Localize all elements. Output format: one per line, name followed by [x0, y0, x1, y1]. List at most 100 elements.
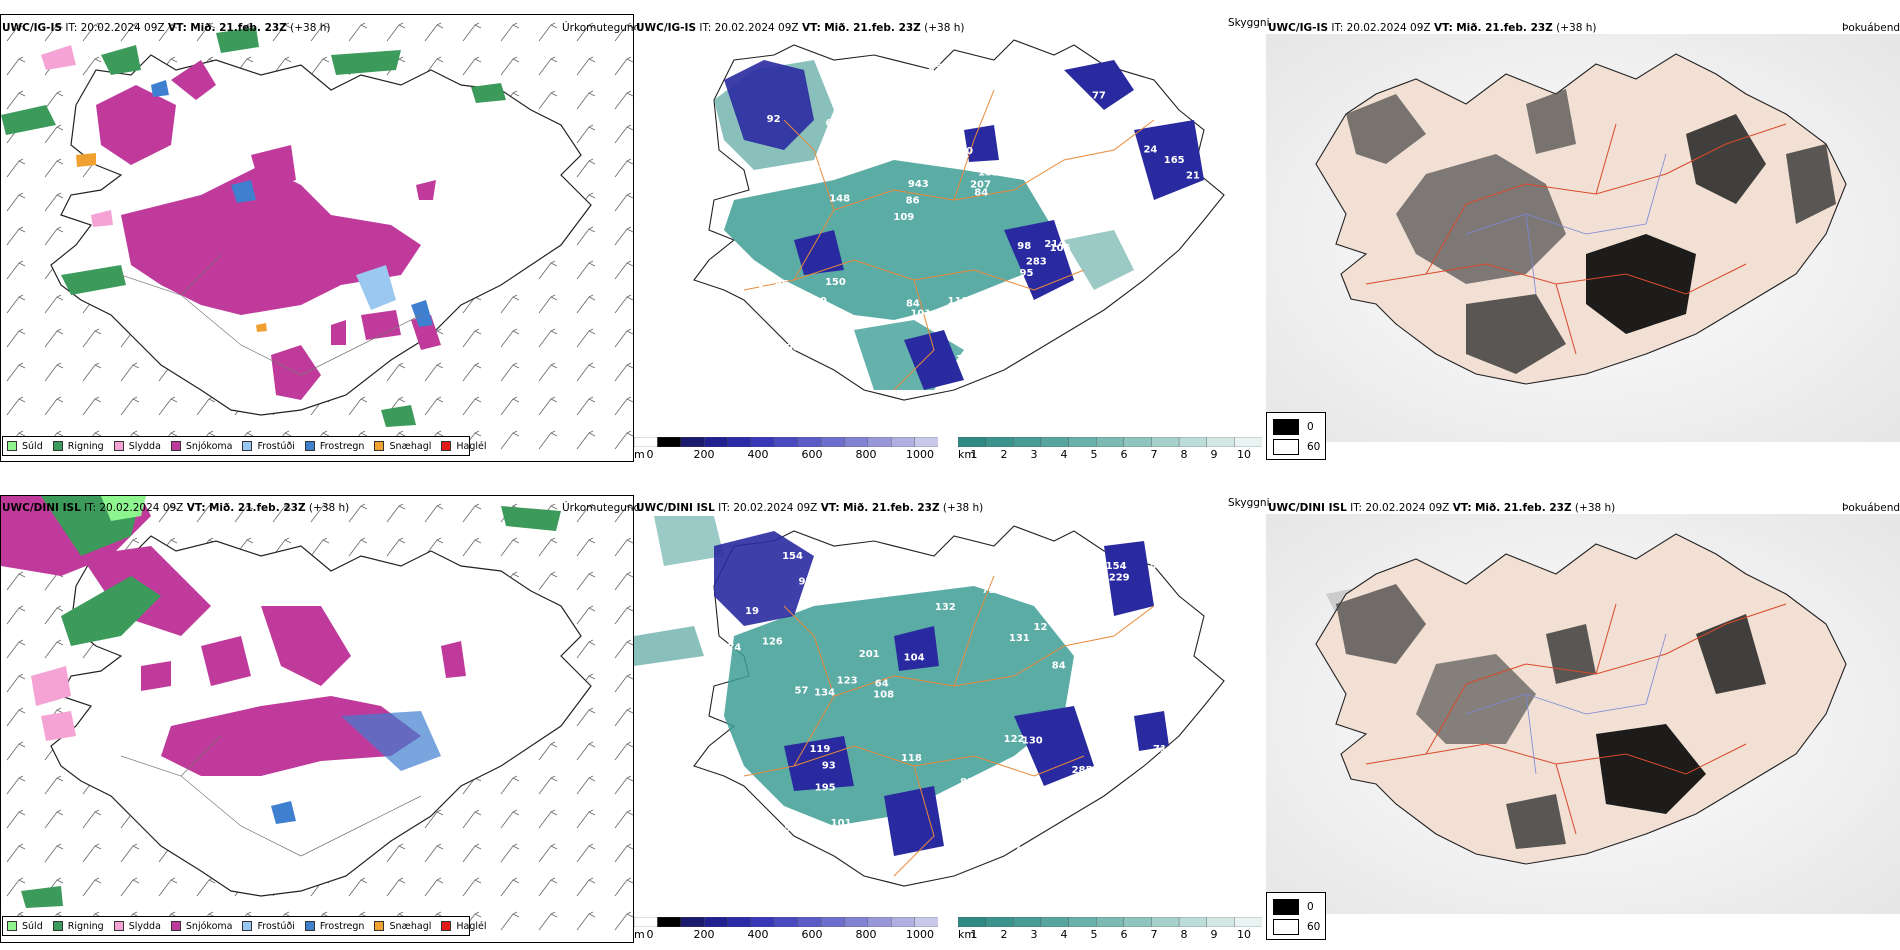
visibility-value-label: 96 — [1175, 93, 1189, 104]
valid-label: VT: — [801, 22, 821, 34]
snow-area — [201, 636, 251, 686]
colorbar-segment — [1123, 917, 1153, 927]
colorbar-tick-label: 8 — [1180, 448, 1188, 461]
visibility-value-label: 74 — [727, 642, 741, 653]
colorbar-tick-label: 9 — [1210, 928, 1218, 941]
legend-swatch — [374, 441, 385, 451]
precip-type-panel-top — [0, 14, 634, 462]
precip-legend-item: Súld — [7, 921, 43, 932]
road-lines — [120, 735, 422, 857]
snow-area — [416, 180, 436, 200]
colorbar-unit: km — [958, 448, 976, 461]
colorbar-unit: km — [958, 928, 976, 941]
visibility-value-label: 119 — [809, 744, 830, 755]
valid-time: Mið. 21.feb. 23Z — [1456, 22, 1553, 34]
visibility-value-label: 71 — [1153, 744, 1167, 755]
visibility-value-label: 147 — [800, 165, 821, 176]
init-time: IT: 20.02.2024 09Z — [1331, 22, 1431, 34]
precip-legend-item: Frostúði — [242, 440, 295, 452]
colorbar-segment — [680, 437, 705, 447]
drizzle-area — [101, 496, 146, 521]
fog-index-title: Þokuábendi — [1842, 22, 1900, 34]
legend-label: Frostúði — [257, 920, 295, 932]
valid-label: VT: — [1433, 22, 1453, 34]
freezing-rain-area — [151, 80, 169, 97]
legend-label: Snjókoma — [185, 920, 233, 932]
snow-area — [331, 320, 346, 345]
valid-label: VT: — [1452, 502, 1472, 514]
visibility-value-label: 86 — [906, 196, 920, 207]
visibility-value-label: 12 — [1034, 622, 1048, 633]
legend-swatch — [170, 921, 181, 931]
legend-label: Rigning — [67, 440, 104, 452]
lead-time: (+38 h) — [924, 22, 965, 34]
precip-legend-item: Snjókoma — [170, 441, 232, 452]
model-name: UWC/DINI ISL — [1268, 502, 1347, 514]
visibility-value-label: 108 — [779, 343, 800, 354]
visibility-value-label: 64 — [875, 679, 889, 690]
fog-legend-label: 60 — [1307, 441, 1321, 453]
fog-index-panel-top — [1266, 34, 1900, 442]
visibility-value-label: 94 — [741, 325, 755, 336]
valid-time: Mið. 21.feb. 23Z — [208, 502, 306, 514]
visibility-value-label: 123 — [837, 675, 858, 686]
visibility-value-label: 154 — [782, 551, 803, 562]
colorbar-segment — [703, 437, 729, 447]
visibility-value-label: 103 — [1140, 104, 1161, 115]
visibility-value-label: 122 — [738, 353, 759, 364]
sleet-area — [41, 711, 76, 741]
colorbar-tick-label: 2 — [1000, 448, 1008, 461]
visibility-value-label: 159 — [844, 830, 865, 841]
visibility-value-label: 214 — [1044, 239, 1065, 250]
valid-time: Mið. 21.feb. 23Z — [842, 502, 940, 514]
visibility-value-label: 148 — [829, 194, 850, 205]
visibility-value-label: 92 — [767, 114, 781, 125]
precip-legend-item: Snæhagl — [374, 441, 431, 452]
rain-area — [101, 45, 141, 75]
snow-area — [441, 641, 466, 678]
rain-area — [471, 83, 506, 103]
visibility-value-label: 270 — [1042, 87, 1063, 98]
colorbar-segment — [657, 437, 682, 447]
visibility-value-label: 94 — [872, 566, 886, 577]
visibility-value-label: 84 — [974, 188, 988, 199]
colorbar-segment — [657, 917, 682, 927]
colorbar-segment — [985, 917, 1014, 927]
low-visibility-km-area — [634, 626, 704, 666]
low-visibility-m-area — [714, 531, 814, 626]
legend-swatch — [113, 441, 124, 451]
legend-label: Frostúði — [257, 440, 295, 452]
colorbar-segment — [1234, 437, 1262, 447]
low-visibility-km-area — [654, 516, 724, 566]
precip-type-legend: Súld Rigning Slydda Snjókoma Frostúði Frostre… — [2, 916, 487, 936]
model-name: UWC/DINI ISL — [636, 502, 715, 514]
fog-index-map-bottom — [1266, 514, 1900, 914]
visibility-value-label: 109 — [893, 212, 914, 223]
visibility-value-label: 113 — [917, 118, 938, 129]
precip-legend-item: Rigning — [52, 440, 104, 452]
precip-legend-item: Haglél — [441, 921, 487, 932]
visibility-value-label: 24 — [1143, 145, 1157, 156]
precip-legend-item: Frostregn — [304, 921, 364, 932]
colorbar-segment — [891, 437, 916, 447]
snow-area — [361, 310, 401, 340]
rain-area — [1, 105, 56, 135]
low-visibility-m-area — [964, 125, 999, 162]
visibility-value-label: 222 — [1127, 305, 1148, 316]
visibility-value-label: 57 — [795, 686, 809, 697]
visibility-value-label: 99 — [1108, 672, 1122, 683]
visibility-map-bottom: 71 84 79 96 81 201 94 147 47 99 130 229 74 84 159 939 19… — [634, 516, 1266, 916]
colorbar-kilometers-ticks: km 1 2 3 4 5 6 7 8 9 10 — [958, 448, 1262, 462]
colorbar-segment — [1013, 917, 1042, 927]
visibility-value-label: 285 — [1072, 765, 1093, 776]
precip-type-title: Úrkomutegund — [562, 22, 641, 34]
valid-label: VT: — [820, 502, 840, 514]
low-visibility-km-area — [1064, 230, 1134, 290]
low-visibility-m-area — [894, 626, 939, 671]
visibility-value-label: 122 — [1004, 734, 1025, 745]
colorbar-segment — [797, 917, 822, 927]
model-name: UWC/IG-IS — [1268, 22, 1329, 34]
visibility-value-label: 242 — [1095, 338, 1116, 349]
fog-area — [1506, 794, 1566, 849]
colorbar-tick-label: 4 — [1060, 928, 1068, 941]
